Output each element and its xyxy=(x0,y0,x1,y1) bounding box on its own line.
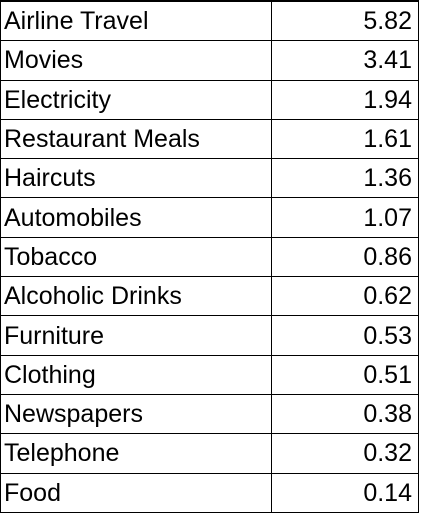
item-value-cell: 0.38 xyxy=(271,393,419,435)
table-row: Telephone 0.32 xyxy=(0,433,419,474)
table-row: Electricity 1.94 xyxy=(0,79,419,120)
item-name-cell: Restaurant Meals xyxy=(0,118,272,160)
table-row: Tobacco 0.86 xyxy=(0,236,419,278)
item-name-cell: Haircuts xyxy=(0,158,272,199)
item-value-cell: 1.36 xyxy=(271,158,419,199)
item-value-cell: 0.86 xyxy=(271,236,419,278)
item-name-cell: Airline Travel xyxy=(0,0,272,42)
data-table: Airline Travel 5.82 Movies 3.41 Electric… xyxy=(0,0,419,513)
table-row: Newspapers 0.38 xyxy=(0,393,419,435)
table-row: Automobiles 1.07 xyxy=(0,197,419,238)
item-value-cell: 3.41 xyxy=(271,40,419,81)
item-value-cell: 5.82 xyxy=(271,0,419,42)
item-value-cell: 0.51 xyxy=(271,354,419,395)
item-name-cell: Furniture xyxy=(0,315,272,356)
item-name-cell: Automobiles xyxy=(0,197,272,238)
item-value-cell: 0.53 xyxy=(271,315,419,356)
item-name-cell: Tobacco xyxy=(0,236,272,278)
item-name-cell: Newspapers xyxy=(0,393,272,435)
item-name-cell: Alcoholic Drinks xyxy=(0,276,272,317)
item-value-cell: 1.07 xyxy=(271,197,419,238)
item-value-cell: 0.32 xyxy=(271,433,419,474)
item-name-cell: Movies xyxy=(0,40,272,81)
item-value-cell: 0.62 xyxy=(271,276,419,317)
table-row: Alcoholic Drinks 0.62 xyxy=(0,276,419,317)
table-row: Haircuts 1.36 xyxy=(0,158,419,199)
item-name-cell: Food xyxy=(0,472,272,513)
table-row: Clothing 0.51 xyxy=(0,354,419,395)
item-value-cell: 1.94 xyxy=(271,79,419,120)
item-value-cell: 0.14 xyxy=(271,472,419,513)
table-row: Furniture 0.53 xyxy=(0,315,419,356)
table-row: Food 0.14 xyxy=(0,472,419,513)
item-name-cell: Clothing xyxy=(0,354,272,395)
table-row: Restaurant Meals 1.61 xyxy=(0,118,419,160)
table-row: Airline Travel 5.82 xyxy=(0,0,419,42)
item-value-cell: 1.61 xyxy=(271,118,419,160)
item-name-cell: Electricity xyxy=(0,79,272,120)
item-name-cell: Telephone xyxy=(0,433,272,474)
table-row: Movies 3.41 xyxy=(0,40,419,81)
